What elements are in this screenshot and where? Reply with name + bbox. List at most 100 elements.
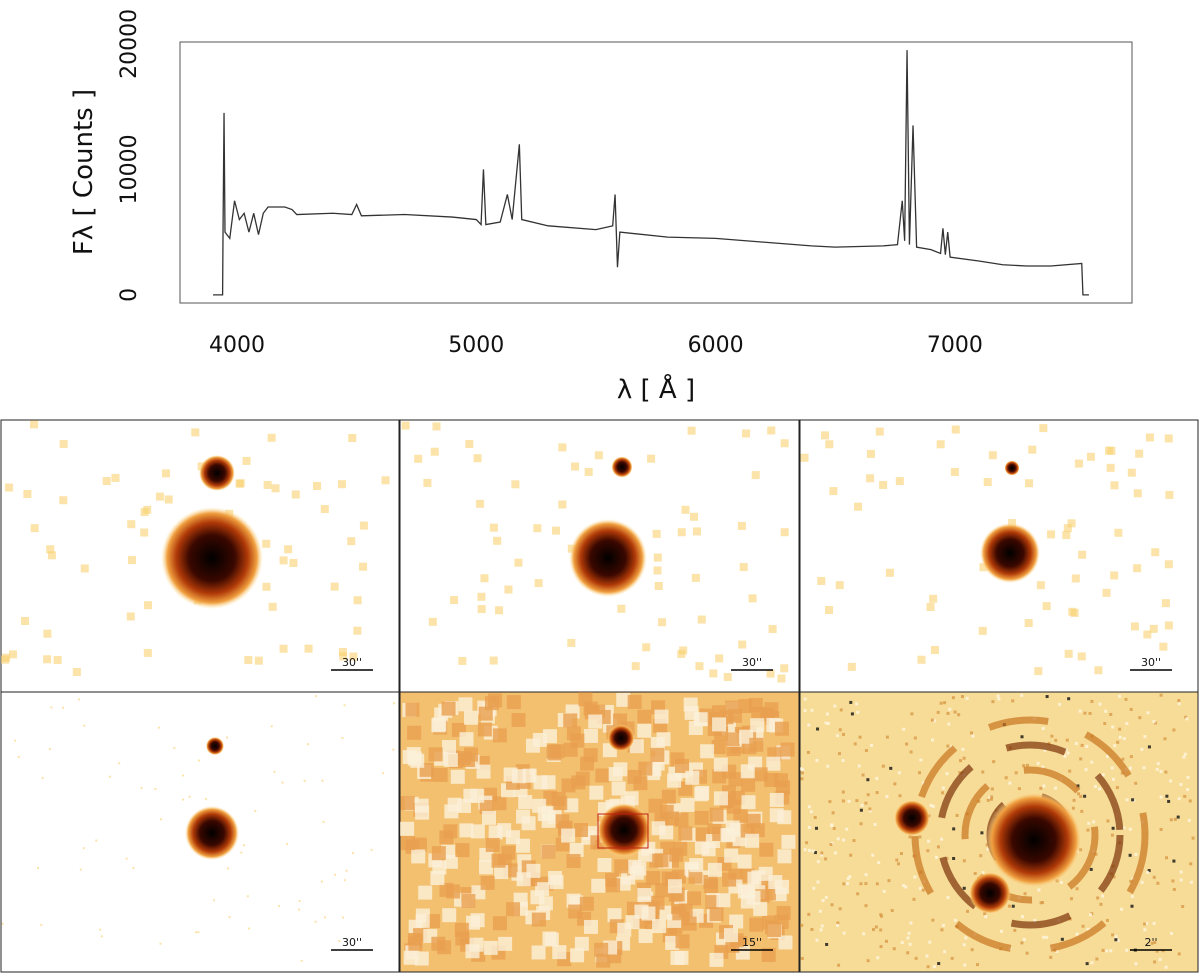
pixel <box>687 426 696 435</box>
pixel <box>1183 794 1187 798</box>
pixel <box>1037 888 1041 892</box>
pixel <box>428 617 437 626</box>
pixel <box>689 512 698 521</box>
pixel <box>740 894 755 909</box>
pixel <box>1109 712 1113 716</box>
pixel <box>1106 819 1110 823</box>
pixel <box>1186 788 1190 792</box>
pixel <box>544 932 559 947</box>
pixel <box>810 708 814 712</box>
pixel <box>1068 607 1077 616</box>
pixel <box>862 932 866 936</box>
pixel <box>506 695 521 710</box>
pixel <box>918 771 922 775</box>
pixel <box>125 857 128 860</box>
pixel <box>774 721 789 736</box>
pixel <box>532 732 547 747</box>
pixel <box>813 851 817 855</box>
pixel <box>829 843 833 847</box>
pixel <box>1161 599 1170 608</box>
pixel <box>1164 434 1173 443</box>
pixel <box>1092 820 1096 824</box>
pixel <box>78 698 81 701</box>
pixel <box>1164 560 1173 569</box>
pixel <box>337 480 346 489</box>
pixel <box>381 476 390 485</box>
pixel <box>132 866 135 869</box>
pixel <box>881 764 885 768</box>
pixel <box>780 528 789 537</box>
pixel <box>1172 728 1176 732</box>
pixel <box>430 447 439 456</box>
pixel <box>1036 761 1040 765</box>
pixel <box>748 594 757 603</box>
pixel <box>848 875 852 879</box>
pixel <box>650 895 665 910</box>
pixel <box>678 903 693 918</box>
pixel <box>766 756 781 771</box>
pixel <box>1143 630 1152 639</box>
pixel <box>1140 880 1144 884</box>
pixel <box>304 644 313 653</box>
pixel <box>284 545 293 554</box>
pixel <box>1179 870 1183 874</box>
pixel <box>646 871 661 886</box>
pixel <box>1167 799 1171 803</box>
pixel <box>638 929 653 944</box>
scale-label: 30'' <box>742 656 762 669</box>
pixel <box>929 594 938 603</box>
pixel <box>423 478 432 487</box>
pixel <box>537 807 552 822</box>
pixel <box>973 872 977 876</box>
pixel <box>805 841 809 845</box>
pixel <box>236 479 245 488</box>
pixel <box>1143 735 1147 739</box>
pixel <box>339 652 348 661</box>
pixel <box>591 878 606 893</box>
pixel <box>910 712 914 716</box>
pixel <box>1118 735 1122 739</box>
pixel <box>653 566 662 575</box>
pixel <box>469 937 484 952</box>
pixel <box>1146 711 1150 715</box>
image-panel: 2'' <box>799 691 1199 973</box>
pixel <box>650 747 665 762</box>
pixel <box>244 656 253 665</box>
pixel <box>1074 459 1083 468</box>
pixel <box>457 751 472 766</box>
pixel <box>1101 948 1105 952</box>
pixel <box>818 909 822 913</box>
pixel <box>401 421 410 430</box>
pixel <box>841 758 845 762</box>
pixel <box>830 903 834 907</box>
pixel <box>1116 939 1120 943</box>
pixel <box>661 789 676 804</box>
pixel <box>830 824 834 828</box>
pixel <box>321 779 324 782</box>
pixel <box>521 816 536 831</box>
pixel <box>1039 786 1043 790</box>
pixel <box>1155 767 1159 771</box>
pixel <box>155 492 164 501</box>
pixel <box>494 865 509 880</box>
pixel <box>140 508 149 517</box>
pixel <box>341 916 344 919</box>
pixel <box>814 826 818 830</box>
pixel <box>930 718 934 722</box>
pixel <box>803 709 807 713</box>
pixel <box>1007 904 1011 908</box>
pixel <box>930 738 934 742</box>
pixel <box>688 869 703 884</box>
pixel <box>498 936 513 951</box>
pixel <box>72 667 81 676</box>
pixel <box>855 702 859 706</box>
pixel <box>892 947 896 951</box>
pixel <box>226 736 229 739</box>
pixel <box>432 717 447 732</box>
pixel <box>1079 794 1083 798</box>
pixel <box>741 795 756 810</box>
pixel <box>338 647 347 656</box>
pixel <box>873 822 877 826</box>
pixel <box>1034 667 1043 676</box>
